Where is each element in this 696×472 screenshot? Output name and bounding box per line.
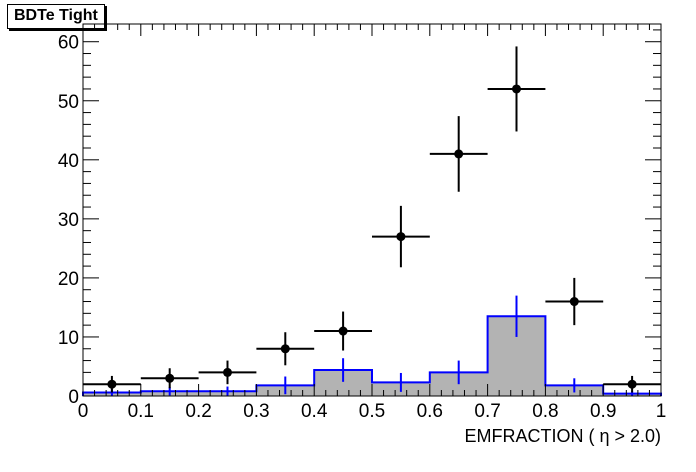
axis-ticks xyxy=(82,24,662,397)
x-tick-label: 0 xyxy=(78,401,89,422)
x-tick-label: 0.3 xyxy=(243,401,269,422)
y-tick-label: 0 xyxy=(68,387,79,408)
data-point xyxy=(165,373,175,383)
x-tick-label: 0.6 xyxy=(417,401,443,422)
y-tick-label: 10 xyxy=(58,328,79,349)
y-tick-label: 50 xyxy=(58,92,79,113)
x-tick-label: 1 xyxy=(656,401,667,422)
plot-frame xyxy=(82,23,662,397)
mc-histogram-outline xyxy=(82,315,662,396)
y-tick-label: 60 xyxy=(58,33,79,54)
data-point xyxy=(107,379,117,389)
y-tick-label: 30 xyxy=(58,210,79,231)
x-tick-label: 0.9 xyxy=(590,401,616,422)
x-tick-label: 0.7 xyxy=(474,401,500,422)
data-point xyxy=(512,84,521,94)
y-tick-label: 40 xyxy=(58,151,79,172)
data-point xyxy=(454,149,464,159)
axis-tick-labels: 0 0.1 0.2 0.3 0.4 0.5 0.6 0.7 0.8 0.9 101020304050… xyxy=(58,33,666,422)
y-tick-label: 20 xyxy=(58,269,79,290)
data-point xyxy=(627,379,637,389)
chart-title: BDTe Tight xyxy=(7,4,105,29)
x-axis-title: EMFRACTION ( η > 2.0) xyxy=(464,426,661,446)
data-points-layer xyxy=(83,46,661,393)
x-tick-label: 0.4 xyxy=(301,401,328,422)
data-point xyxy=(338,326,348,336)
x-tick-label: 0.8 xyxy=(532,401,558,422)
data-point xyxy=(223,367,232,377)
data-point xyxy=(396,232,406,242)
x-tick-label: 0.2 xyxy=(185,401,211,422)
mc-histogram-layer xyxy=(82,295,662,396)
data-point xyxy=(569,297,579,307)
x-tick-label: 0.5 xyxy=(359,401,385,422)
x-tick-label: 0.1 xyxy=(128,401,154,422)
data-point xyxy=(280,344,290,354)
